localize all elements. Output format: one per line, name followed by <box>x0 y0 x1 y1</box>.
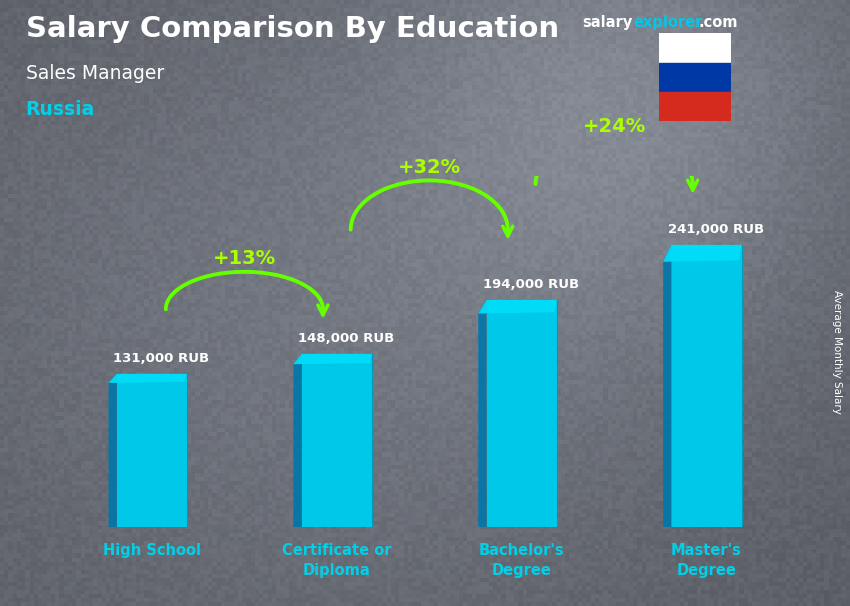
Polygon shape <box>293 354 302 527</box>
Polygon shape <box>479 300 486 527</box>
Text: 131,000 RUB: 131,000 RUB <box>113 352 209 365</box>
Text: Salary Comparison By Education: Salary Comparison By Education <box>26 15 558 43</box>
Bar <box>116 374 187 527</box>
Text: Sales Manager: Sales Manager <box>26 64 164 82</box>
Text: explorer: explorer <box>633 15 703 30</box>
Polygon shape <box>663 245 742 262</box>
Text: Average Monthly Salary: Average Monthly Salary <box>832 290 842 413</box>
Text: +24%: +24% <box>582 117 646 136</box>
Text: 148,000 RUB: 148,000 RUB <box>298 332 394 345</box>
Polygon shape <box>479 300 557 313</box>
Text: +13%: +13% <box>212 249 276 268</box>
Bar <box>659 92 731 121</box>
Polygon shape <box>293 354 372 364</box>
Bar <box>486 300 557 527</box>
Polygon shape <box>109 374 187 383</box>
Polygon shape <box>109 374 116 527</box>
Bar <box>659 33 731 62</box>
Text: Russia: Russia <box>26 100 94 119</box>
Polygon shape <box>663 245 672 527</box>
Text: 194,000 RUB: 194,000 RUB <box>483 278 579 291</box>
Bar <box>672 245 742 527</box>
Text: salary: salary <box>582 15 632 30</box>
Text: 241,000 RUB: 241,000 RUB <box>668 223 764 236</box>
Text: .com: .com <box>699 15 738 30</box>
Text: +32%: +32% <box>398 158 461 177</box>
Bar <box>659 62 731 92</box>
Bar <box>302 354 372 527</box>
